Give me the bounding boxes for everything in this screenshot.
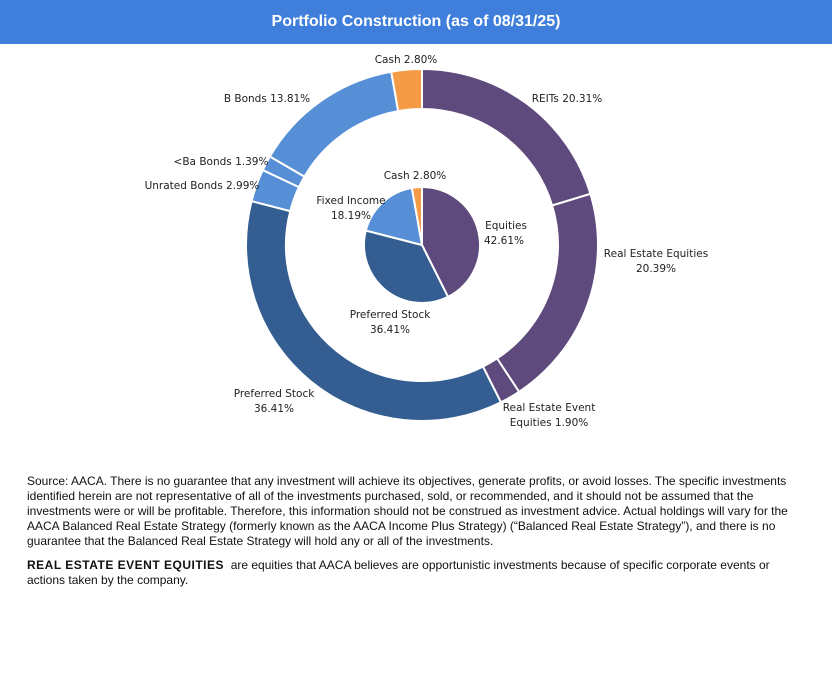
outer-label-reits: REITs 20.31% xyxy=(532,93,603,105)
inner-label-preferred-value: 36.41% xyxy=(370,324,410,336)
inner-label-fixed-income-value: 18.19% xyxy=(331,210,371,222)
outer-label-b-bonds: B Bonds 13.81% xyxy=(224,93,310,105)
inner-label-equities: Equities xyxy=(485,220,527,232)
outer-label-unrated-bonds: Unrated Bonds 2.99% xyxy=(145,180,260,192)
outer-label-cash: Cash 2.80% xyxy=(375,54,438,66)
outer-label-real-estate-equities-value: 20.39% xyxy=(636,263,676,275)
inner-label-preferred: Preferred Stock xyxy=(350,309,432,321)
chart-labels: Cash 2.80% Fixed Income 18.19% Equities 42.6… xyxy=(145,54,709,429)
inner-slice-equities xyxy=(421,185,481,299)
outer-slice-b-bonds xyxy=(268,70,400,178)
inner-ring xyxy=(363,185,481,304)
chart-title: Portfolio Construction (as of 08/31/25) xyxy=(271,13,561,30)
outer-label-real-estate-equities: Real Estate Equities xyxy=(604,248,708,260)
inner-label-equities-value: 42.61% xyxy=(484,235,524,247)
inner-slice-cash xyxy=(410,185,423,246)
source-disclaimer: Source: AACA. There is no guarantee that… xyxy=(27,474,788,548)
outer-slice-cash xyxy=(390,67,423,113)
outer-label-real-estate-event: Real Estate Event xyxy=(503,402,596,414)
inner-label-cash: Cash 2.80% xyxy=(384,170,447,182)
footnotes: Source: AACA. There is no guarantee that… xyxy=(27,474,807,597)
outer-label-preferred-value: 36.41% xyxy=(254,403,294,415)
definition-note: REAL ESTATE EVENT EQUITIES are equities … xyxy=(27,558,807,588)
outer-label-ba-bonds: <Ba Bonds 1.39% xyxy=(174,156,269,168)
outer-label-preferred: Preferred Stock xyxy=(234,388,316,400)
outer-label-real-estate-event-value: Equities 1.90% xyxy=(510,417,589,429)
inner-slice-fixed-income xyxy=(364,186,424,247)
outer-slice-reits xyxy=(421,67,592,207)
inner-label-fixed-income: Fixed Income xyxy=(316,195,385,207)
definition-term: REAL ESTATE EVENT EQUITIES xyxy=(27,558,225,572)
chart-title-bar: Portfolio Construction (as of 08/31/25) xyxy=(0,0,832,44)
portfolio-donut-chart: Cash 2.80% Fixed Income 18.19% Equities 42.6… xyxy=(145,54,709,429)
inner-slice-preferred-stock xyxy=(363,229,450,304)
outer-ring xyxy=(245,67,599,422)
definition-text: are equities that AACA believes are oppo… xyxy=(27,558,770,587)
